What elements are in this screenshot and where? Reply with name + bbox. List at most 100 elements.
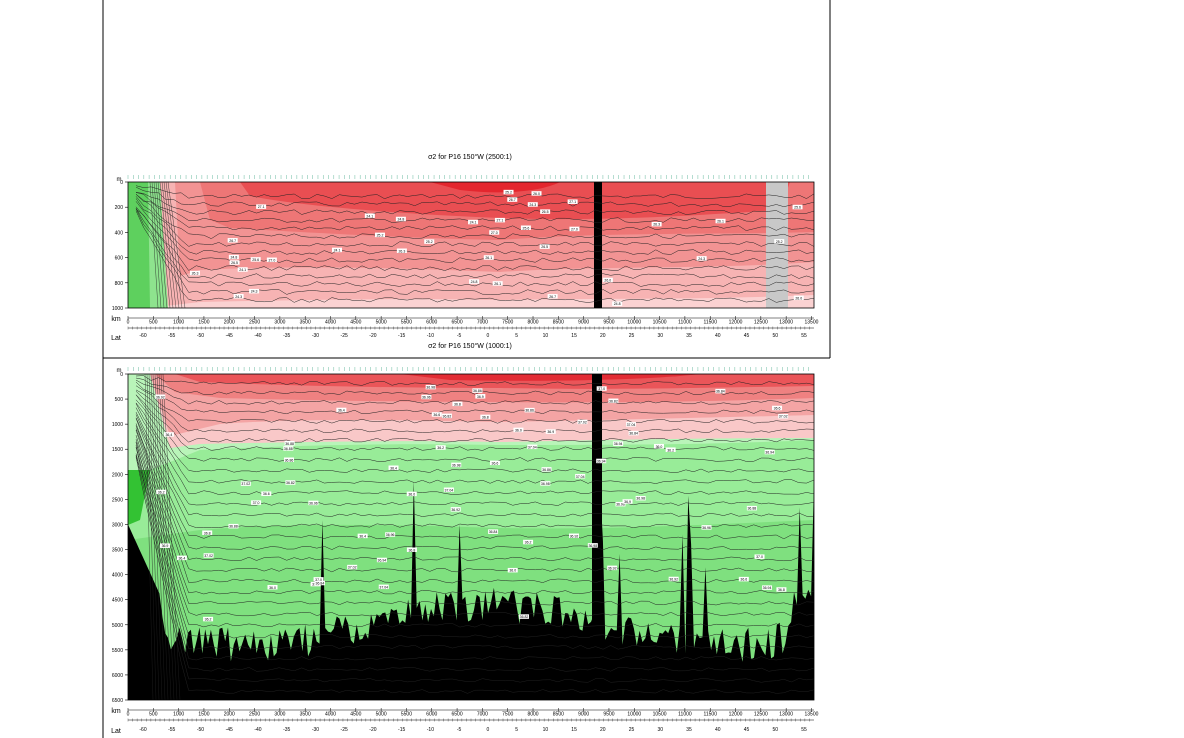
contour-label: 36.94: [614, 442, 623, 446]
contour-label-bg: [545, 429, 556, 434]
contour-label-bg: [156, 489, 167, 495]
isopycnal-contour: [135, 194, 814, 231]
contour-label-bg: [569, 226, 580, 232]
contour-label-bg: [483, 255, 494, 260]
contour-label: 36.2: [205, 618, 212, 622]
x-tick-label: 12000: [729, 712, 743, 718]
contour-label: 27.0: [491, 231, 498, 235]
steep-contour: [157, 182, 171, 308]
x-tick-label: 7000: [477, 712, 488, 718]
contour-label: 26.1: [485, 256, 492, 260]
contour-label-bg: [314, 580, 325, 586]
isopycnal-contour: [135, 389, 814, 433]
contour-label-bg: [249, 288, 260, 294]
contour-label: 36.9: [162, 544, 169, 548]
contour-label: 24.8: [471, 280, 478, 284]
contour-label-bg: [541, 467, 552, 472]
x-tick-label: 2000: [224, 320, 235, 326]
contour-label-bg: [396, 248, 407, 254]
contour-label: 36.98: [452, 463, 461, 467]
contour-label-bg: [613, 441, 624, 446]
contour-label-bg: [443, 487, 454, 493]
x-tick-label: 7000: [477, 320, 488, 326]
x-tick-label: 1000: [173, 320, 184, 326]
contour-label-bg: [451, 462, 462, 468]
x-tick-label: 9000: [578, 712, 589, 718]
contour-label: 36.92: [156, 395, 165, 399]
contour-label: 37.04: [445, 488, 454, 492]
contour-label-bg: [266, 257, 277, 263]
isopycnal-contour: [135, 445, 814, 650]
lat-tick-label: -30: [312, 333, 319, 339]
lat-tick-label: 50: [772, 333, 778, 339]
lat-tick-label: 40: [715, 727, 721, 733]
x-axis: 0 500 1000 1500 2000 2500 3000 3500 4000 4500 5000…: [127, 316, 819, 326]
x-tick-label: 12000: [729, 320, 743, 326]
x-tick-label: 4500: [350, 320, 361, 326]
isopycnal-contour: [135, 403, 814, 495]
contour-label: 36.88: [285, 442, 294, 446]
lat-tick-label: 0: [486, 727, 489, 733]
contour-label: 36.8: [778, 588, 785, 592]
contour-label-bg: [202, 530, 213, 535]
contour-label-bg: [425, 384, 436, 390]
contour-label-bg: [233, 294, 244, 299]
contour-label: 36.6: [740, 578, 747, 582]
isopycnal-contour: [135, 198, 814, 255]
contour-label: 36.4: [178, 556, 185, 560]
y-tick-label: 400: [115, 230, 124, 236]
isopycnal-contour: [135, 439, 814, 617]
contour-label: 36.0: [656, 445, 663, 449]
contour-label-bg: [159, 543, 170, 548]
contour-label-bg: [746, 505, 757, 511]
contour-label: 36.2: [667, 448, 674, 452]
contour-label-bg: [489, 460, 500, 466]
contour-label-bg: [406, 547, 417, 552]
isopycnal-contour: [135, 196, 814, 247]
lat-tick-label: 15: [571, 727, 577, 733]
lat-tick-label: -45: [226, 727, 233, 733]
contour-label-bg: [715, 388, 726, 394]
x-tick-label: 13000: [779, 712, 793, 718]
lat-tick-label: 5: [515, 333, 518, 339]
contour-label-bg: [492, 281, 503, 286]
contour-label-bg: [313, 577, 324, 582]
steep-contour: [151, 182, 162, 308]
plot-border: [127, 373, 815, 701]
contour-label-bg: [283, 457, 294, 463]
steep-contour: [152, 374, 166, 700]
contour-label-bg: [540, 481, 551, 486]
lat-axis: -60 -55 -50 -45 -40 -35 -30 -25 -20 -15 -10 -5 0 5 10 1…: [127, 718, 814, 733]
steep-contour: [162, 374, 181, 700]
lat-tick-label: 25: [629, 727, 635, 733]
contour-label: 36.0: [408, 492, 415, 496]
contour-label: 36.94: [765, 451, 774, 455]
y-tick-label: 6500: [112, 698, 123, 704]
contour-label: 36.8: [454, 402, 461, 406]
x-tick-label: 0: [127, 320, 130, 326]
lat-tick-label: -20: [369, 727, 376, 733]
y-axis: 0 200 400 600 800 1000: [112, 180, 128, 312]
isopycnal-contour: [135, 435, 814, 606]
lat-tick-label: -5: [457, 333, 462, 339]
plot-border: [127, 181, 815, 309]
isopycnal-contour: [135, 377, 814, 396]
x-tick-label: 500: [149, 320, 158, 326]
contour-label: 26.5: [541, 245, 548, 249]
contour-label-bg: [176, 555, 187, 561]
contour-label-bg: [163, 432, 174, 437]
contour-label-bg: [488, 529, 499, 534]
lat-tick-label: 20: [600, 333, 606, 339]
x-tick-label: 6000: [426, 712, 437, 718]
contour-label-bg: [203, 616, 214, 622]
x-tick-label: 3500: [300, 712, 311, 718]
contour-label-bg: [261, 491, 272, 496]
seamount-top: [594, 182, 602, 308]
steep-contour: [154, 374, 169, 700]
lat-tick-label: 10: [543, 333, 549, 339]
contour-label-bg: [250, 257, 261, 262]
contour-label: 27.0: [268, 258, 275, 262]
contour-label: 26.0: [795, 296, 802, 300]
contour-label: 25.6: [523, 226, 530, 230]
